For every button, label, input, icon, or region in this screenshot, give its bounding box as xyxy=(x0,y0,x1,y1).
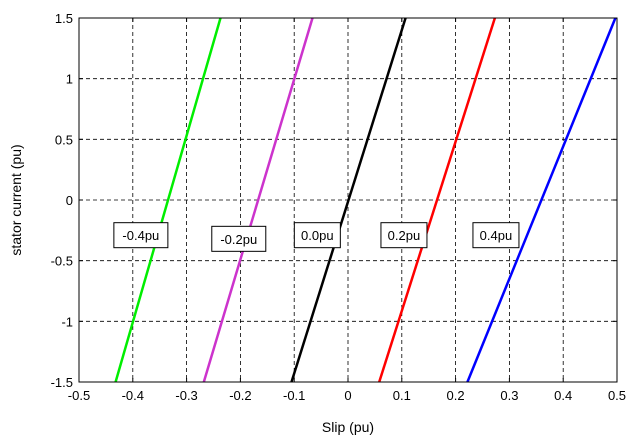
annotation-frame xyxy=(380,222,428,249)
series-line xyxy=(114,17,222,383)
annotation-box: 0.4pu xyxy=(472,222,520,249)
series-lines xyxy=(114,17,617,383)
annotation-box: -0.4pu xyxy=(113,222,169,249)
series-line xyxy=(378,17,497,383)
annotation-frame xyxy=(472,222,520,249)
x-tick-label: 0.4 xyxy=(554,388,572,403)
x-tick-label: -0.1 xyxy=(283,388,305,403)
y-axis-label: stator current (pu) xyxy=(8,144,24,255)
x-tick-label: 0.3 xyxy=(500,388,518,403)
x-tick-label: -0.2 xyxy=(229,388,251,403)
annotation-box: -0.2pu xyxy=(211,225,267,252)
annotation-frame xyxy=(211,225,267,252)
annotation-label: -0.2pu xyxy=(220,232,257,247)
annotation-label: -0.4pu xyxy=(122,228,159,243)
x-axis-label: Slip (pu) xyxy=(322,419,374,435)
series-line xyxy=(466,17,617,383)
annotation-box: 0.0pu xyxy=(293,222,341,249)
series-line xyxy=(202,17,314,383)
annotation-box: 0.2pu xyxy=(380,222,428,249)
x-tick-label: 0.1 xyxy=(393,388,411,403)
annotation-frame xyxy=(113,222,169,249)
grid xyxy=(79,18,617,382)
y-tick-label: 0 xyxy=(66,193,73,208)
series-line xyxy=(290,17,407,383)
x-tick-label: -0.3 xyxy=(175,388,197,403)
y-tick-label: -1 xyxy=(61,314,73,329)
x-tick-label: -0.4 xyxy=(122,388,144,403)
axis-ticks: -0.5 -0.4 -0.3 -0.2 -0.1 0 0.1 0.2 0.3 0.4 0.5 -1.5… xyxy=(51,11,626,403)
annotation-label: 0.4pu xyxy=(480,228,513,243)
annotations: -0.4pu -0.2pu 0.0pu 0.2pu 0.4pu xyxy=(113,222,520,252)
x-tick-label: -0.5 xyxy=(68,388,90,403)
y-tick-label: -1.5 xyxy=(51,375,73,390)
y-tick-label: 0.5 xyxy=(55,132,73,147)
annotation-label: 0.2pu xyxy=(388,228,421,243)
annotation-label: 0.0pu xyxy=(301,228,334,243)
y-tick-label: 1 xyxy=(66,72,73,87)
x-tick-label: 0.2 xyxy=(447,388,465,403)
x-tick-label: 0 xyxy=(344,388,351,403)
x-tick-label: 0.5 xyxy=(608,388,626,403)
y-tick-label: -0.5 xyxy=(51,254,73,269)
y-tick-label: 1.5 xyxy=(55,11,73,26)
annotation-frame xyxy=(293,222,341,249)
